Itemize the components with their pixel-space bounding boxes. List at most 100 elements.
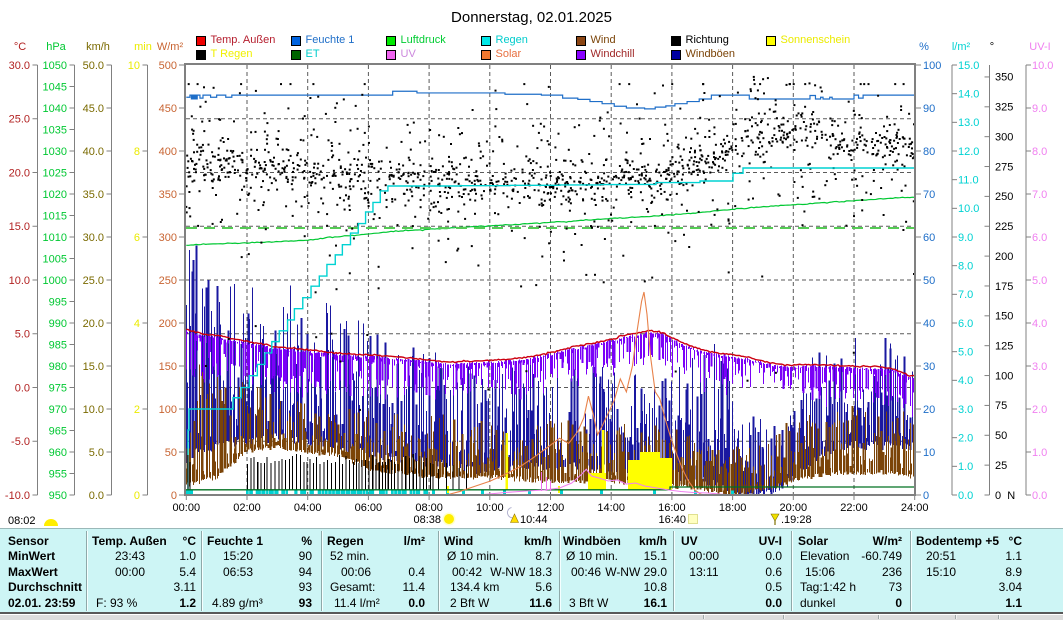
svg-text:7.0: 7.0 (958, 289, 973, 301)
svg-text:16:40: 16:40 (658, 514, 686, 526)
svg-text:250: 250 (159, 275, 177, 287)
svg-text:10.0: 10.0 (9, 275, 30, 287)
svg-text:100: 100 (923, 60, 941, 72)
svg-text:20: 20 (923, 404, 935, 416)
svg-text:1.0: 1.0 (1032, 447, 1047, 459)
svg-text:0 N: 0 N (995, 490, 1015, 502)
svg-text:8.0: 8.0 (958, 261, 973, 273)
svg-text:7.0: 7.0 (1032, 189, 1047, 201)
svg-text:45.0: 45.0 (83, 103, 104, 115)
svg-text:08:38: 08:38 (413, 514, 441, 526)
svg-text:1025: 1025 (43, 167, 67, 179)
svg-text:UV-I: UV-I (1029, 41, 1050, 53)
svg-text:10.0: 10.0 (83, 404, 104, 416)
svg-text:350: 350 (159, 189, 177, 201)
svg-text:1015: 1015 (43, 210, 67, 222)
svg-text:1050: 1050 (43, 60, 67, 72)
svg-text:995: 995 (49, 296, 67, 308)
svg-text:5.0: 5.0 (1032, 275, 1047, 287)
svg-text:990: 990 (49, 318, 67, 330)
svg-text:30: 30 (923, 361, 935, 373)
svg-text:02:00: 02:00 (233, 502, 261, 514)
svg-text:°: ° (990, 41, 994, 53)
svg-text:10.0: 10.0 (1032, 60, 1053, 72)
svg-text:50: 50 (995, 430, 1007, 442)
svg-text:35.0: 35.0 (83, 189, 104, 201)
svg-text:1.0: 1.0 (958, 461, 973, 473)
svg-text:150: 150 (159, 361, 177, 373)
svg-text:400: 400 (159, 146, 177, 158)
svg-text:16:00: 16:00 (658, 502, 686, 514)
svg-text:0: 0 (923, 490, 929, 502)
svg-text:hPa: hPa (46, 41, 66, 53)
svg-text:12.0: 12.0 (958, 146, 979, 158)
svg-text:min: min (134, 41, 152, 53)
svg-text:2: 2 (134, 404, 140, 416)
svg-text:6.0: 6.0 (1032, 232, 1047, 244)
svg-text:06:00: 06:00 (355, 502, 383, 514)
svg-text:300: 300 (159, 232, 177, 244)
svg-text:80: 80 (923, 146, 935, 158)
svg-text:8: 8 (134, 146, 140, 158)
svg-text:125: 125 (995, 341, 1013, 353)
svg-text:9.0: 9.0 (1032, 103, 1047, 115)
svg-text:2.0: 2.0 (958, 433, 973, 445)
svg-text:14.0: 14.0 (958, 89, 979, 101)
svg-text:200: 200 (995, 251, 1013, 263)
svg-text:50: 50 (923, 275, 935, 287)
svg-text:6.0: 6.0 (958, 318, 973, 330)
svg-text:11.0: 11.0 (958, 175, 979, 187)
svg-text:3.0: 3.0 (958, 404, 973, 416)
svg-text:20:00: 20:00 (780, 502, 808, 514)
svg-text:04:00: 04:00 (294, 502, 322, 514)
svg-text:965: 965 (49, 425, 67, 437)
svg-text:4.0: 4.0 (1032, 318, 1047, 330)
svg-text:75: 75 (995, 400, 1007, 412)
svg-text:15.0: 15.0 (9, 221, 30, 233)
svg-text:70: 70 (923, 189, 935, 201)
svg-text:450: 450 (159, 103, 177, 115)
svg-text:275: 275 (995, 161, 1013, 173)
svg-text:10:44: 10:44 (520, 514, 548, 526)
svg-text:25: 25 (995, 460, 1007, 472)
svg-text:%: % (919, 41, 929, 53)
svg-text:100: 100 (159, 404, 177, 416)
svg-text:10: 10 (128, 60, 140, 72)
svg-text:500: 500 (159, 60, 177, 72)
svg-text:20.0: 20.0 (9, 167, 30, 179)
svg-text:3.0: 3.0 (1032, 361, 1047, 373)
svg-text:1030: 1030 (43, 146, 67, 158)
svg-text:5.0: 5.0 (15, 329, 30, 341)
svg-text:1000: 1000 (43, 275, 67, 287)
svg-text:60: 60 (923, 232, 935, 244)
svg-text:200: 200 (159, 318, 177, 330)
svg-text:30.0: 30.0 (9, 60, 30, 72)
svg-text:25.0: 25.0 (9, 114, 30, 126)
svg-text:955: 955 (49, 468, 67, 480)
svg-text:°C: °C (14, 41, 26, 53)
svg-text:8.0: 8.0 (1032, 146, 1047, 158)
svg-text:20.0: 20.0 (83, 318, 104, 330)
svg-text:10: 10 (923, 447, 935, 459)
svg-text:6: 6 (134, 232, 140, 244)
svg-text:2.0: 2.0 (1032, 404, 1047, 416)
svg-text:0: 0 (134, 490, 140, 502)
svg-text:.19:28: .19:28 (781, 514, 812, 526)
svg-text:10.0: 10.0 (958, 203, 979, 215)
svg-text:100: 100 (995, 370, 1013, 382)
svg-text:9.0: 9.0 (958, 232, 973, 244)
svg-text:4: 4 (134, 318, 140, 330)
svg-text:325: 325 (995, 102, 1013, 114)
svg-text:350: 350 (995, 72, 1013, 84)
svg-text:1045: 1045 (43, 81, 67, 93)
svg-text:225: 225 (995, 221, 1013, 233)
svg-text:985: 985 (49, 339, 67, 351)
svg-text:1020: 1020 (43, 189, 67, 201)
svg-text:00:00: 00:00 (173, 502, 201, 514)
svg-text:0.0: 0.0 (1032, 490, 1047, 502)
svg-text:0.0: 0.0 (89, 490, 104, 502)
svg-text:975: 975 (49, 382, 67, 394)
svg-text:1010: 1010 (43, 232, 67, 244)
svg-text:08:00: 08:00 (415, 502, 443, 514)
svg-text:30.0: 30.0 (83, 232, 104, 244)
